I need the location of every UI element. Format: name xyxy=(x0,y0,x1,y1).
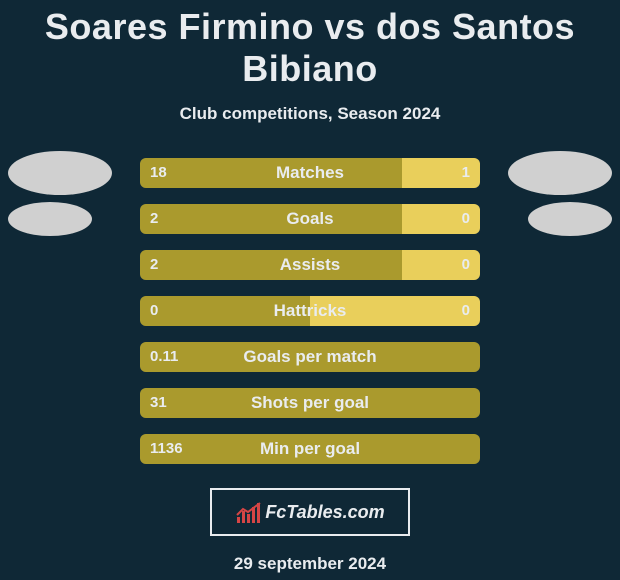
subtitle: Club competitions, Season 2024 xyxy=(0,104,620,124)
stat-bar-left xyxy=(140,296,310,326)
stat-bar-track xyxy=(140,250,480,280)
stats-chart: Matches181 Goals20 Assists20 Hattricks00 Goa… xyxy=(0,158,620,464)
player-left-bubble xyxy=(8,151,112,195)
brand-chart-icon xyxy=(235,501,261,523)
stat-bar-left xyxy=(140,388,480,418)
stat-bar-track xyxy=(140,388,480,418)
stat-bar-left xyxy=(140,434,480,464)
stat-row: Goals20 xyxy=(0,204,620,234)
brand-badge[interactable]: FcTables.com xyxy=(210,488,410,536)
player-right-bubble xyxy=(508,151,612,195)
stat-bar-right xyxy=(402,158,480,188)
stat-row: Goals per match0.11 xyxy=(0,342,620,372)
brand-text: FcTables.com xyxy=(265,502,384,523)
stat-bar-left xyxy=(140,204,402,234)
stat-bar-track xyxy=(140,342,480,372)
comparison-infographic: Soares Firmino vs dos Santos Bibiano Clu… xyxy=(0,0,620,580)
page-title: Soares Firmino vs dos Santos Bibiano xyxy=(0,0,620,90)
stat-bar-track xyxy=(140,434,480,464)
stat-row: Shots per goal31 xyxy=(0,388,620,418)
stat-bar-left xyxy=(140,342,480,372)
date-text: 29 september 2024 xyxy=(0,554,620,574)
stat-bar-left xyxy=(140,250,402,280)
player-right-bubble xyxy=(528,202,612,236)
stat-bar-track xyxy=(140,158,480,188)
stat-bar-track xyxy=(140,296,480,326)
stat-bar-right xyxy=(310,296,480,326)
stat-bar-left xyxy=(140,158,402,188)
stat-bar-track xyxy=(140,204,480,234)
stat-row: Matches181 xyxy=(0,158,620,188)
stat-bar-right xyxy=(402,204,480,234)
stat-row: Min per goal1136 xyxy=(0,434,620,464)
stat-row: Assists20 xyxy=(0,250,620,280)
player-left-bubble xyxy=(8,202,92,236)
stat-row: Hattricks00 xyxy=(0,296,620,326)
stat-bar-right xyxy=(402,250,480,280)
